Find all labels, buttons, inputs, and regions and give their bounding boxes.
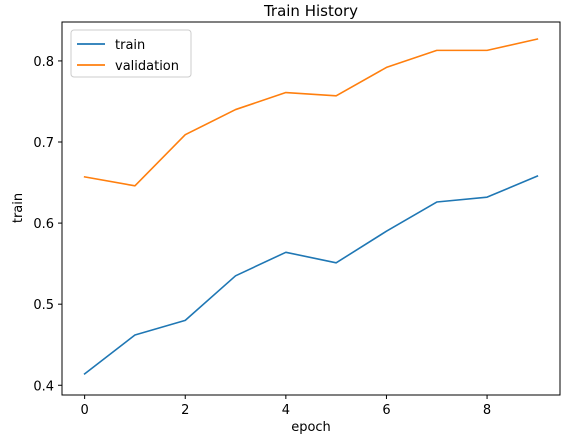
x-tick-label: 6	[382, 403, 390, 418]
x-tick-label: 0	[80, 403, 88, 418]
x-tick-label: 4	[282, 403, 290, 418]
x-tick-label: 8	[483, 403, 491, 418]
legend-label-validation: validation	[115, 59, 179, 74]
y-tick-label: 0.6	[33, 217, 54, 232]
y-tick-label: 0.8	[33, 55, 54, 70]
y-axis-label: train	[11, 193, 26, 223]
series-line-train	[83, 175, 539, 376]
y-tick-label: 0.7	[33, 136, 54, 151]
x-tick-label: 2	[181, 403, 189, 418]
y-axis-ticks: 0.4 0.5 0.6 0.7 0.8	[33, 55, 62, 394]
series-line-validation	[83, 38, 539, 187]
x-axis-label: epoch	[291, 420, 331, 435]
series-layer	[83, 38, 539, 376]
legend: train validation	[70, 29, 192, 78]
plot-area	[61, 21, 561, 396]
x-axis-ticks: 0 2 4 6 8	[80, 395, 491, 418]
y-tick-label: 0.4	[33, 379, 54, 394]
y-tick-label: 0.5	[33, 298, 54, 313]
legend-label-train: train	[115, 38, 145, 53]
chart-title: Train History	[263, 2, 358, 20]
